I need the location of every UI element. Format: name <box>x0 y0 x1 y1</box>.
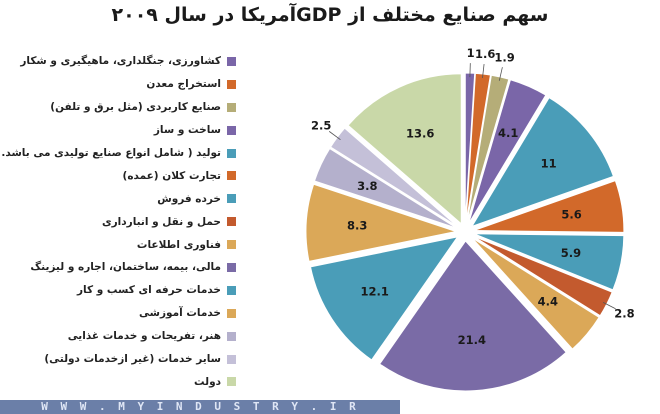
leader-lines <box>328 63 616 310</box>
pie-slice-arts <box>313 147 458 229</box>
legend-swatch <box>227 102 236 112</box>
data-label-other-services: 2.5 <box>311 118 331 132</box>
legend-item: صنایع کاربردی (مثل برق و تلفن) <box>6 96 236 119</box>
data-label-manufacturing: 11 <box>541 157 557 171</box>
pie-slice-finance <box>379 240 567 392</box>
legend-item: خرده فروش <box>6 187 236 210</box>
leader-line <box>498 67 503 81</box>
legend-swatch <box>227 148 236 158</box>
data-label-government: 13.6 <box>406 127 434 141</box>
leader-line <box>602 302 616 310</box>
legend-swatch <box>227 79 236 89</box>
data-label-mining: 1.6 <box>475 47 495 61</box>
legend-swatch <box>227 262 236 272</box>
chart-title: سهم صنایع مختلف از GDPآمریکا در سال ۲۰۰۹ <box>111 4 549 26</box>
legend-swatch <box>227 331 236 341</box>
legend-label: دولت <box>194 375 221 388</box>
data-label-arts: 3.8 <box>357 179 377 193</box>
data-label-finance: 21.4 <box>458 333 486 347</box>
legend-item: خدمات حرفه ای کسب و کار <box>6 279 236 302</box>
pie-slice-manufacturing <box>470 96 615 228</box>
legend-item: هنر، تفریحات و خدمات غذایی <box>6 325 236 348</box>
legend-label: سایر خدمات (غیر ازخدمات دولتی) <box>44 353 221 366</box>
legend-label: هنر، تفریحات و خدمات غذایی <box>67 330 221 343</box>
legend-swatch <box>227 171 236 181</box>
legend-swatch <box>227 240 236 250</box>
legend-item: خدمات آموزشی <box>6 302 236 325</box>
legend-swatch <box>227 56 236 66</box>
legend-label: کشاورزی، جنگلداری، ماهیگیری و شکار <box>20 55 221 68</box>
legend-item: کشاورزی، جنگلداری، ماهیگیری و شکار <box>6 50 236 73</box>
data-label-professional: 12.1 <box>361 284 389 298</box>
legend-label: خدمات آموزشی <box>139 307 221 320</box>
data-label-construction: 4.1 <box>498 126 518 140</box>
legend-swatch <box>227 125 236 135</box>
legend-item: سایر خدمات (غیر ازخدمات دولتی) <box>6 348 236 371</box>
pie-slice-professional <box>309 236 459 361</box>
legend-swatch <box>227 194 236 204</box>
leader-line <box>482 64 485 79</box>
pie-slice-government <box>347 73 462 225</box>
data-label-transport: 2.8 <box>614 306 634 320</box>
watermark-banner: W W W . M Y I N D U S T R Y . I R <box>0 400 400 414</box>
leader-line <box>328 131 341 141</box>
legend-label: تولید ( شامل انواع صنایع تولیدی می باشد.… <box>0 147 221 159</box>
pie-slices <box>305 72 625 392</box>
legend-label: خرده فروش <box>157 192 221 205</box>
legend: کشاورزی، جنگلداری، ماهیگیری و شکار استخرا… <box>0 50 236 393</box>
legend-swatch <box>227 377 236 387</box>
legend-label: خدمات حرفه ای کسب و کار <box>77 284 221 297</box>
legend-swatch <box>227 308 236 318</box>
legend-label: استخراج معدن <box>146 78 221 91</box>
pie-slice-construction <box>468 79 547 225</box>
legend-swatch <box>227 217 236 227</box>
legend-item: حمل و نقل و انبارداری <box>6 210 236 233</box>
legend-label: صنایع کاربردی (مثل برق و تلفن) <box>50 101 221 114</box>
legend-label: مالی، بیمه، ساختمان، اجاره و لیزینگ <box>30 261 221 274</box>
data-label-education: 8.3 <box>347 219 367 233</box>
pie-slice-wholesale <box>473 179 625 233</box>
data-label-wholesale: 5.6 <box>561 207 581 221</box>
legend-label: حمل و نقل و انبارداری <box>102 215 221 228</box>
pie-slice-retail <box>473 233 625 291</box>
legend-label: فناوری اطلاعات <box>136 238 221 251</box>
legend-item: تجارت کلان (عمده) <box>6 164 236 187</box>
legend-swatch <box>227 354 236 364</box>
pie-slice-education <box>305 183 458 263</box>
legend-item: تولید ( شامل انواع صنایع تولیدی می باشد.… <box>0 142 236 165</box>
data-label-retail: 5.9 <box>561 246 581 260</box>
legend-label: تجارت کلان (عمده) <box>122 169 221 182</box>
legend-item: مالی، بیمه، ساختمان، اجاره و لیزینگ <box>6 256 236 279</box>
legend-item: استخراج معدن <box>6 73 236 96</box>
pie-slice-information <box>471 237 600 350</box>
legend-item: دولت <box>6 370 236 393</box>
data-labels: 1 1.6 1.9 4.1 11 5.6 5.9 2.8 4.4 21.4 12.1 8.3 3.8 2.… <box>311 46 635 347</box>
legend-swatch <box>227 285 236 295</box>
data-label-agriculture: 1 <box>467 46 475 60</box>
legend-item: فناوری اطلاعات <box>6 233 236 256</box>
data-label-utilities: 1.9 <box>494 50 514 64</box>
legend-label: ساخت و ساز <box>153 124 221 137</box>
data-label-information: 4.4 <box>538 294 558 308</box>
legend-item: ساخت و ساز <box>6 119 236 142</box>
